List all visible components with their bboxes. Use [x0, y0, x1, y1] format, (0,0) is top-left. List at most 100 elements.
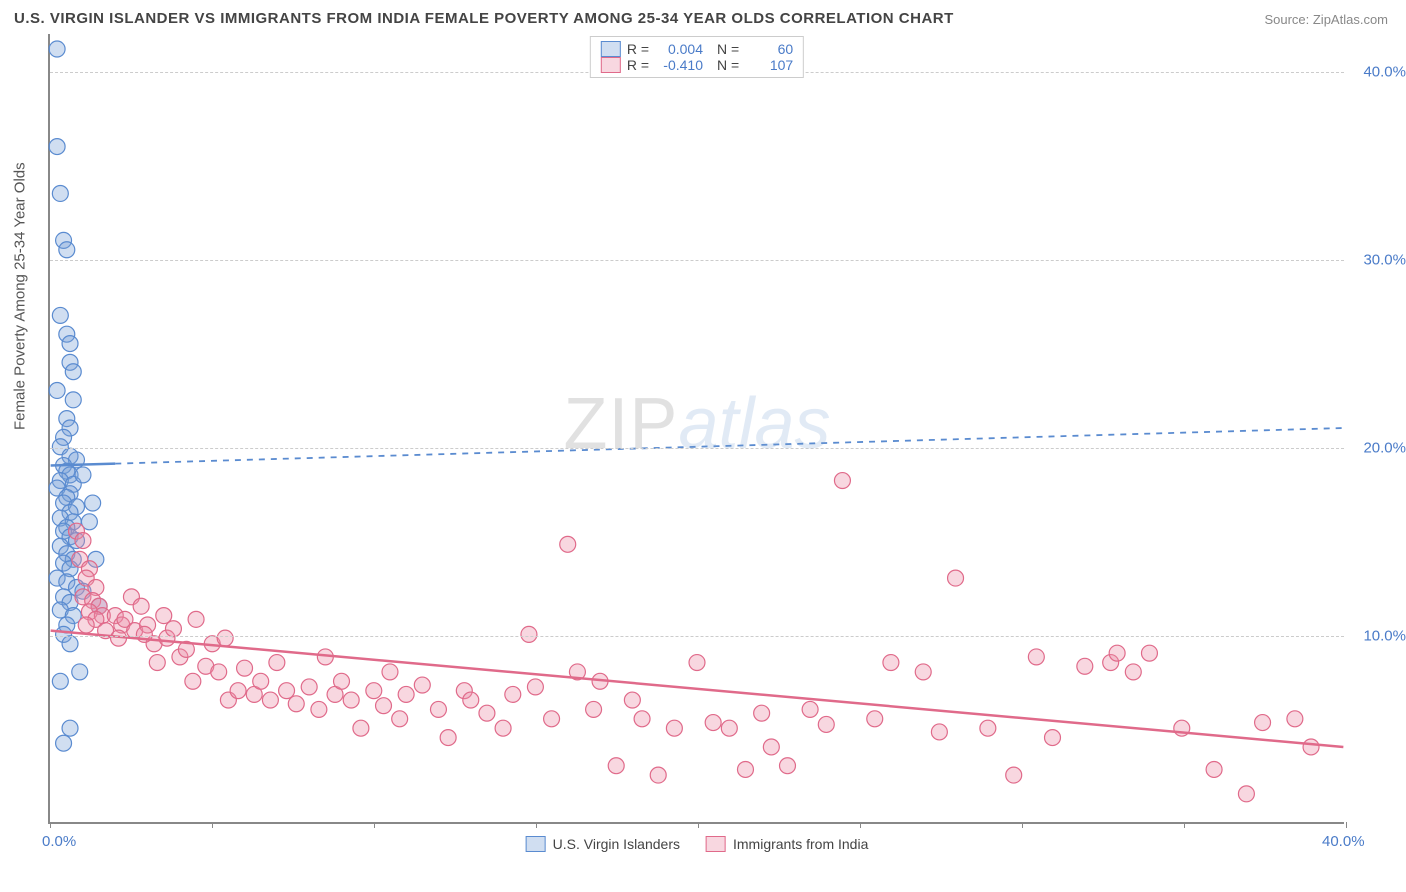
data-point: [56, 735, 72, 751]
data-point: [883, 655, 899, 671]
data-point: [780, 758, 796, 774]
ytick-label: 10.0%: [1363, 627, 1406, 644]
legend-swatch-blue: [601, 41, 621, 57]
data-point: [59, 242, 75, 258]
r-label: R =: [627, 57, 649, 73]
data-point: [705, 715, 721, 731]
n-value-2: 107: [745, 57, 793, 73]
data-point: [1006, 767, 1022, 783]
data-point: [818, 716, 834, 732]
xtick: [374, 822, 375, 828]
data-point: [366, 683, 382, 699]
r-value-2: -0.410: [655, 57, 703, 73]
data-point: [1141, 645, 1157, 661]
data-point: [288, 696, 304, 712]
xtick: [698, 822, 699, 828]
data-point: [980, 720, 996, 736]
chart-title: U.S. VIRGIN ISLANDER VS IMMIGRANTS FROM …: [14, 10, 954, 27]
legend-row-series1: R = 0.004 N = 60: [601, 41, 793, 57]
data-point: [1206, 761, 1222, 777]
data-point: [301, 679, 317, 695]
data-point: [689, 655, 705, 671]
data-point: [376, 698, 392, 714]
data-point: [1287, 711, 1303, 727]
data-point: [49, 382, 65, 398]
data-point: [915, 664, 931, 680]
data-point: [521, 626, 537, 642]
data-point: [65, 364, 81, 380]
data-point: [802, 701, 818, 717]
data-point: [188, 611, 204, 627]
data-point: [1303, 739, 1319, 755]
r-value-1: 0.004: [655, 41, 703, 57]
data-point: [1028, 649, 1044, 665]
data-point: [62, 720, 78, 736]
data-point: [495, 720, 511, 736]
correlation-legend: R = 0.004 N = 60 R = -0.410 N = 107: [590, 36, 804, 78]
data-point: [721, 720, 737, 736]
xtick: [1184, 822, 1185, 828]
data-point: [834, 473, 850, 489]
xtick: [212, 822, 213, 828]
data-point: [343, 692, 359, 708]
data-point: [211, 664, 227, 680]
data-point: [149, 655, 165, 671]
data-point: [72, 664, 88, 680]
plot-area: ZIPatlas R = 0.004 N = 60 R = -0.410 N =…: [48, 34, 1344, 824]
data-point: [867, 711, 883, 727]
data-point: [253, 673, 269, 689]
data-point: [948, 570, 964, 586]
data-point: [931, 724, 947, 740]
data-point: [1045, 730, 1061, 746]
data-point: [527, 679, 543, 695]
data-point: [217, 630, 233, 646]
data-point: [1255, 715, 1271, 731]
data-point: [1109, 645, 1125, 661]
data-point: [62, 336, 78, 352]
legend-label-1: U.S. Virgin Islanders: [553, 836, 680, 852]
data-point: [75, 533, 91, 549]
data-point: [430, 701, 446, 717]
data-point: [382, 664, 398, 680]
n-value-1: 60: [745, 41, 793, 57]
data-point: [666, 720, 682, 736]
data-point: [440, 730, 456, 746]
xtick: [1346, 822, 1347, 828]
data-point: [269, 655, 285, 671]
data-point: [165, 621, 181, 637]
legend-swatch-blue: [526, 836, 546, 852]
data-point: [1077, 658, 1093, 674]
data-point: [737, 761, 753, 777]
r-label: R =: [627, 41, 649, 57]
data-point: [754, 705, 770, 721]
ytick-label: 20.0%: [1363, 439, 1406, 456]
data-point: [52, 307, 68, 323]
data-point: [49, 41, 65, 57]
xtick: [536, 822, 537, 828]
legend-swatch-pink: [706, 836, 726, 852]
data-point: [52, 673, 68, 689]
data-point: [85, 495, 101, 511]
series-legend: U.S. Virgin Islanders Immigrants from In…: [526, 836, 869, 852]
data-point: [237, 660, 253, 676]
data-point: [262, 692, 278, 708]
data-point: [463, 692, 479, 708]
scatter-svg: [50, 34, 1344, 822]
data-point: [156, 608, 172, 624]
gridline-h: [50, 260, 1344, 261]
xtick-label: 0.0%: [42, 833, 76, 850]
data-point: [479, 705, 495, 721]
y-axis-label: Female Poverty Among 25-34 Year Olds: [12, 162, 29, 430]
data-point: [392, 711, 408, 727]
legend-label-2: Immigrants from India: [733, 836, 868, 852]
data-point: [560, 536, 576, 552]
data-point: [75, 467, 91, 483]
xtick: [860, 822, 861, 828]
trend-line-dashed: [115, 428, 1343, 464]
data-point: [334, 673, 350, 689]
data-point: [544, 711, 560, 727]
data-point: [1125, 664, 1141, 680]
data-point: [353, 720, 369, 736]
data-point: [624, 692, 640, 708]
data-point: [650, 767, 666, 783]
